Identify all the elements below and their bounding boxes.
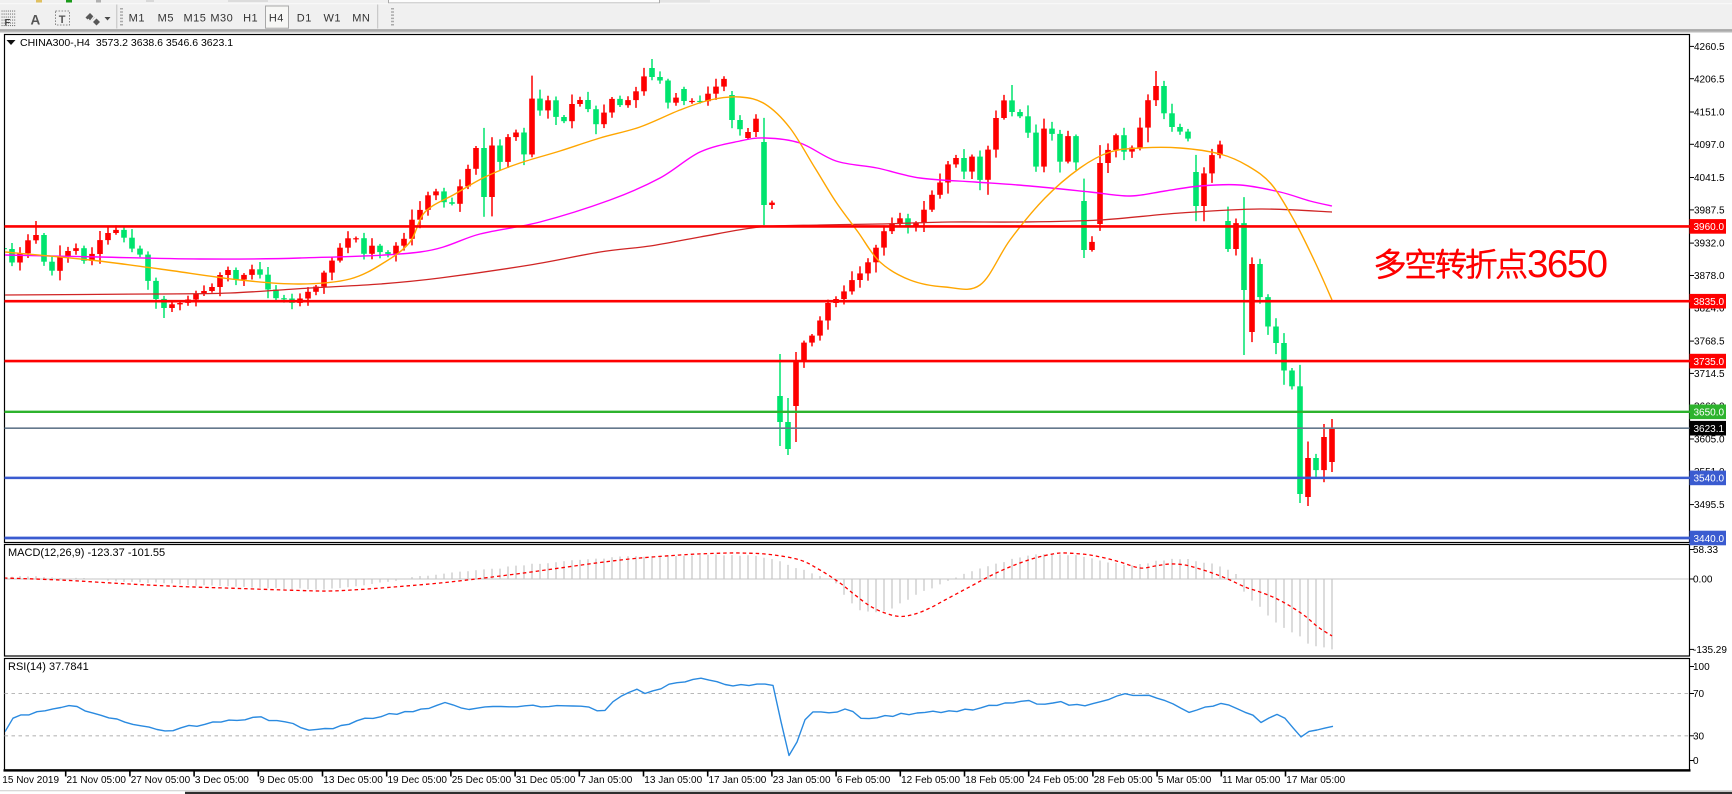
svg-text:4260.5: 4260.5	[1694, 42, 1725, 53]
svg-text:H4: H4	[269, 12, 284, 24]
svg-text:4151.0: 4151.0	[1694, 108, 1725, 119]
svg-text:4206.5: 4206.5	[1694, 74, 1725, 85]
svg-text:M1: M1	[129, 12, 145, 24]
svg-text:3878.0: 3878.0	[1694, 271, 1725, 282]
svg-text:70: 70	[1693, 689, 1705, 700]
svg-text:3932.0: 3932.0	[1694, 239, 1725, 250]
svg-text:MACD(12,26,9) -123.37 -101.55: MACD(12,26,9) -123.37 -101.55	[8, 547, 165, 559]
svg-text:13 Jan 05:00: 13 Jan 05:00	[644, 775, 702, 786]
svg-text:11 Mar 05:00: 11 Mar 05:00	[1222, 775, 1281, 786]
svg-text:24 Feb 05:00: 24 Feb 05:00	[1030, 775, 1089, 786]
svg-text:28 Feb 05:00: 28 Feb 05:00	[1094, 775, 1153, 786]
svg-text:RSI(14) 37.7841: RSI(14) 37.7841	[8, 661, 89, 673]
svg-text:M5: M5	[158, 12, 174, 24]
svg-text:31 Dec 05:00: 31 Dec 05:00	[516, 775, 576, 786]
svg-text:3440.0: 3440.0	[1694, 534, 1725, 545]
svg-text:3960.0: 3960.0	[1694, 222, 1725, 233]
svg-text:M15: M15	[183, 12, 206, 24]
svg-text:3623.1: 3623.1	[1694, 424, 1725, 435]
svg-text:7 Jan 05:00: 7 Jan 05:00	[580, 775, 633, 786]
svg-text:3605.0: 3605.0	[1694, 435, 1725, 446]
svg-text:6 Feb 05:00: 6 Feb 05:00	[837, 775, 891, 786]
svg-text:H1: H1	[243, 12, 258, 24]
svg-text:21 Nov 05:00: 21 Nov 05:00	[67, 775, 127, 786]
svg-text:3768.5: 3768.5	[1694, 337, 1725, 348]
svg-text:100: 100	[1693, 662, 1710, 673]
svg-text:13 Dec 05:00: 13 Dec 05:00	[323, 775, 383, 786]
svg-text:D1: D1	[297, 12, 312, 24]
svg-text:19 Dec 05:00: 19 Dec 05:00	[388, 775, 448, 786]
svg-text:T: T	[59, 14, 66, 26]
svg-text:4097.0: 4097.0	[1694, 140, 1725, 151]
svg-text:3824.0: 3824.0	[1694, 303, 1725, 314]
svg-text:-135.29: -135.29	[1693, 645, 1727, 656]
svg-text:4041.5: 4041.5	[1694, 173, 1725, 184]
svg-text:3495.5: 3495.5	[1694, 500, 1725, 511]
svg-text:30: 30	[1693, 731, 1705, 742]
svg-text:CHINA300-,H4 3573.2 3638.6 35: CHINA300-,H4 3573.2 3638.6 3546.6 3623.1	[20, 37, 233, 49]
svg-text:25 Dec 05:00: 25 Dec 05:00	[452, 775, 512, 786]
svg-text:3650.0: 3650.0	[1694, 408, 1725, 419]
svg-text:3835.0: 3835.0	[1694, 297, 1725, 308]
svg-text:MN: MN	[352, 12, 370, 24]
svg-text:3735.0: 3735.0	[1694, 357, 1725, 368]
svg-text:3987.5: 3987.5	[1694, 206, 1725, 217]
svg-text:0: 0	[1693, 756, 1699, 767]
svg-text:3714.5: 3714.5	[1694, 369, 1725, 380]
svg-text:15 Nov 2019: 15 Nov 2019	[2, 775, 59, 786]
svg-text:W1: W1	[323, 12, 341, 24]
svg-text:M30: M30	[210, 12, 233, 24]
svg-text:27 Nov 05:00: 27 Nov 05:00	[131, 775, 191, 786]
svg-text:F: F	[5, 18, 11, 29]
svg-text:3650: 3650	[1527, 243, 1608, 286]
svg-text:3 Dec 05:00: 3 Dec 05:00	[195, 775, 249, 786]
svg-text:17 Mar 05:00: 17 Mar 05:00	[1286, 775, 1345, 786]
svg-text:17 Jan 05:00: 17 Jan 05:00	[709, 775, 767, 786]
svg-text:A: A	[31, 13, 41, 28]
svg-text:23 Jan 05:00: 23 Jan 05:00	[773, 775, 831, 786]
svg-text:9 Dec 05:00: 9 Dec 05:00	[259, 775, 313, 786]
svg-text:5 Mar 05:00: 5 Mar 05:00	[1158, 775, 1212, 786]
svg-text:12 Feb 05:00: 12 Feb 05:00	[901, 775, 960, 786]
svg-text:3540.0: 3540.0	[1694, 474, 1725, 485]
svg-text:0.00: 0.00	[1693, 575, 1713, 586]
svg-text:18 Feb 05:00: 18 Feb 05:00	[965, 775, 1024, 786]
svg-text:58.33: 58.33	[1693, 545, 1718, 556]
